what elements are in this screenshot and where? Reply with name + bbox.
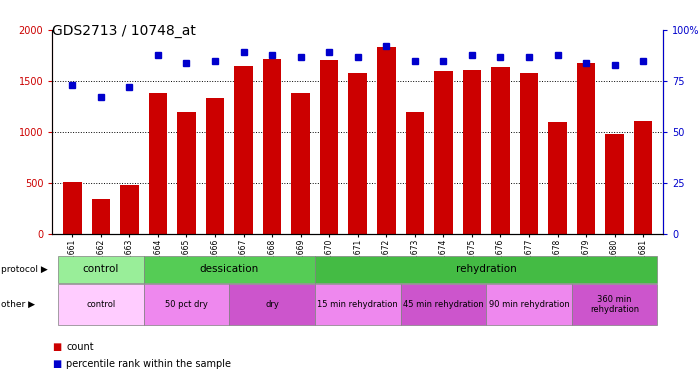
Bar: [406, 112, 424, 234]
Bar: [263, 58, 281, 234]
Bar: [463, 70, 481, 234]
Bar: [315, 256, 658, 283]
Bar: [434, 71, 452, 234]
Text: GDS2713 / 10748_at: GDS2713 / 10748_at: [52, 24, 196, 38]
Text: 90 min rehydration: 90 min rehydration: [489, 300, 570, 309]
Bar: [572, 284, 658, 326]
Bar: [634, 121, 653, 234]
Text: 360 min
rehydration: 360 min rehydration: [590, 295, 639, 314]
Text: control: control: [87, 300, 115, 309]
Bar: [377, 47, 396, 234]
Bar: [230, 284, 315, 326]
Bar: [206, 99, 224, 234]
Bar: [486, 284, 572, 326]
Bar: [491, 67, 510, 234]
Text: percentile rank within the sample: percentile rank within the sample: [66, 359, 231, 369]
Bar: [177, 112, 195, 234]
Text: control: control: [82, 264, 119, 274]
Text: protocol ▶: protocol ▶: [1, 265, 48, 274]
Bar: [605, 134, 624, 234]
Bar: [315, 284, 401, 326]
Text: dessication: dessication: [200, 264, 259, 274]
Bar: [63, 182, 82, 234]
Bar: [120, 185, 139, 234]
Bar: [235, 66, 253, 234]
Bar: [291, 93, 310, 234]
Bar: [91, 199, 110, 234]
Text: other ▶: other ▶: [1, 300, 36, 309]
Text: 50 pct dry: 50 pct dry: [165, 300, 208, 309]
Bar: [144, 284, 230, 326]
Bar: [348, 73, 367, 234]
Text: dry: dry: [265, 300, 279, 309]
Bar: [144, 256, 315, 283]
Bar: [149, 93, 168, 234]
Text: 15 min rehydration: 15 min rehydration: [318, 300, 398, 309]
Text: ■: ■: [52, 342, 61, 352]
Bar: [58, 284, 144, 326]
Bar: [58, 256, 144, 283]
Bar: [320, 60, 339, 234]
Bar: [577, 63, 595, 234]
Text: 45 min rehydration: 45 min rehydration: [403, 300, 484, 309]
Bar: [401, 284, 486, 326]
Text: count: count: [66, 342, 94, 352]
Bar: [520, 73, 538, 234]
Bar: [548, 122, 567, 234]
Text: rehydration: rehydration: [456, 264, 517, 274]
Text: ■: ■: [52, 359, 61, 369]
